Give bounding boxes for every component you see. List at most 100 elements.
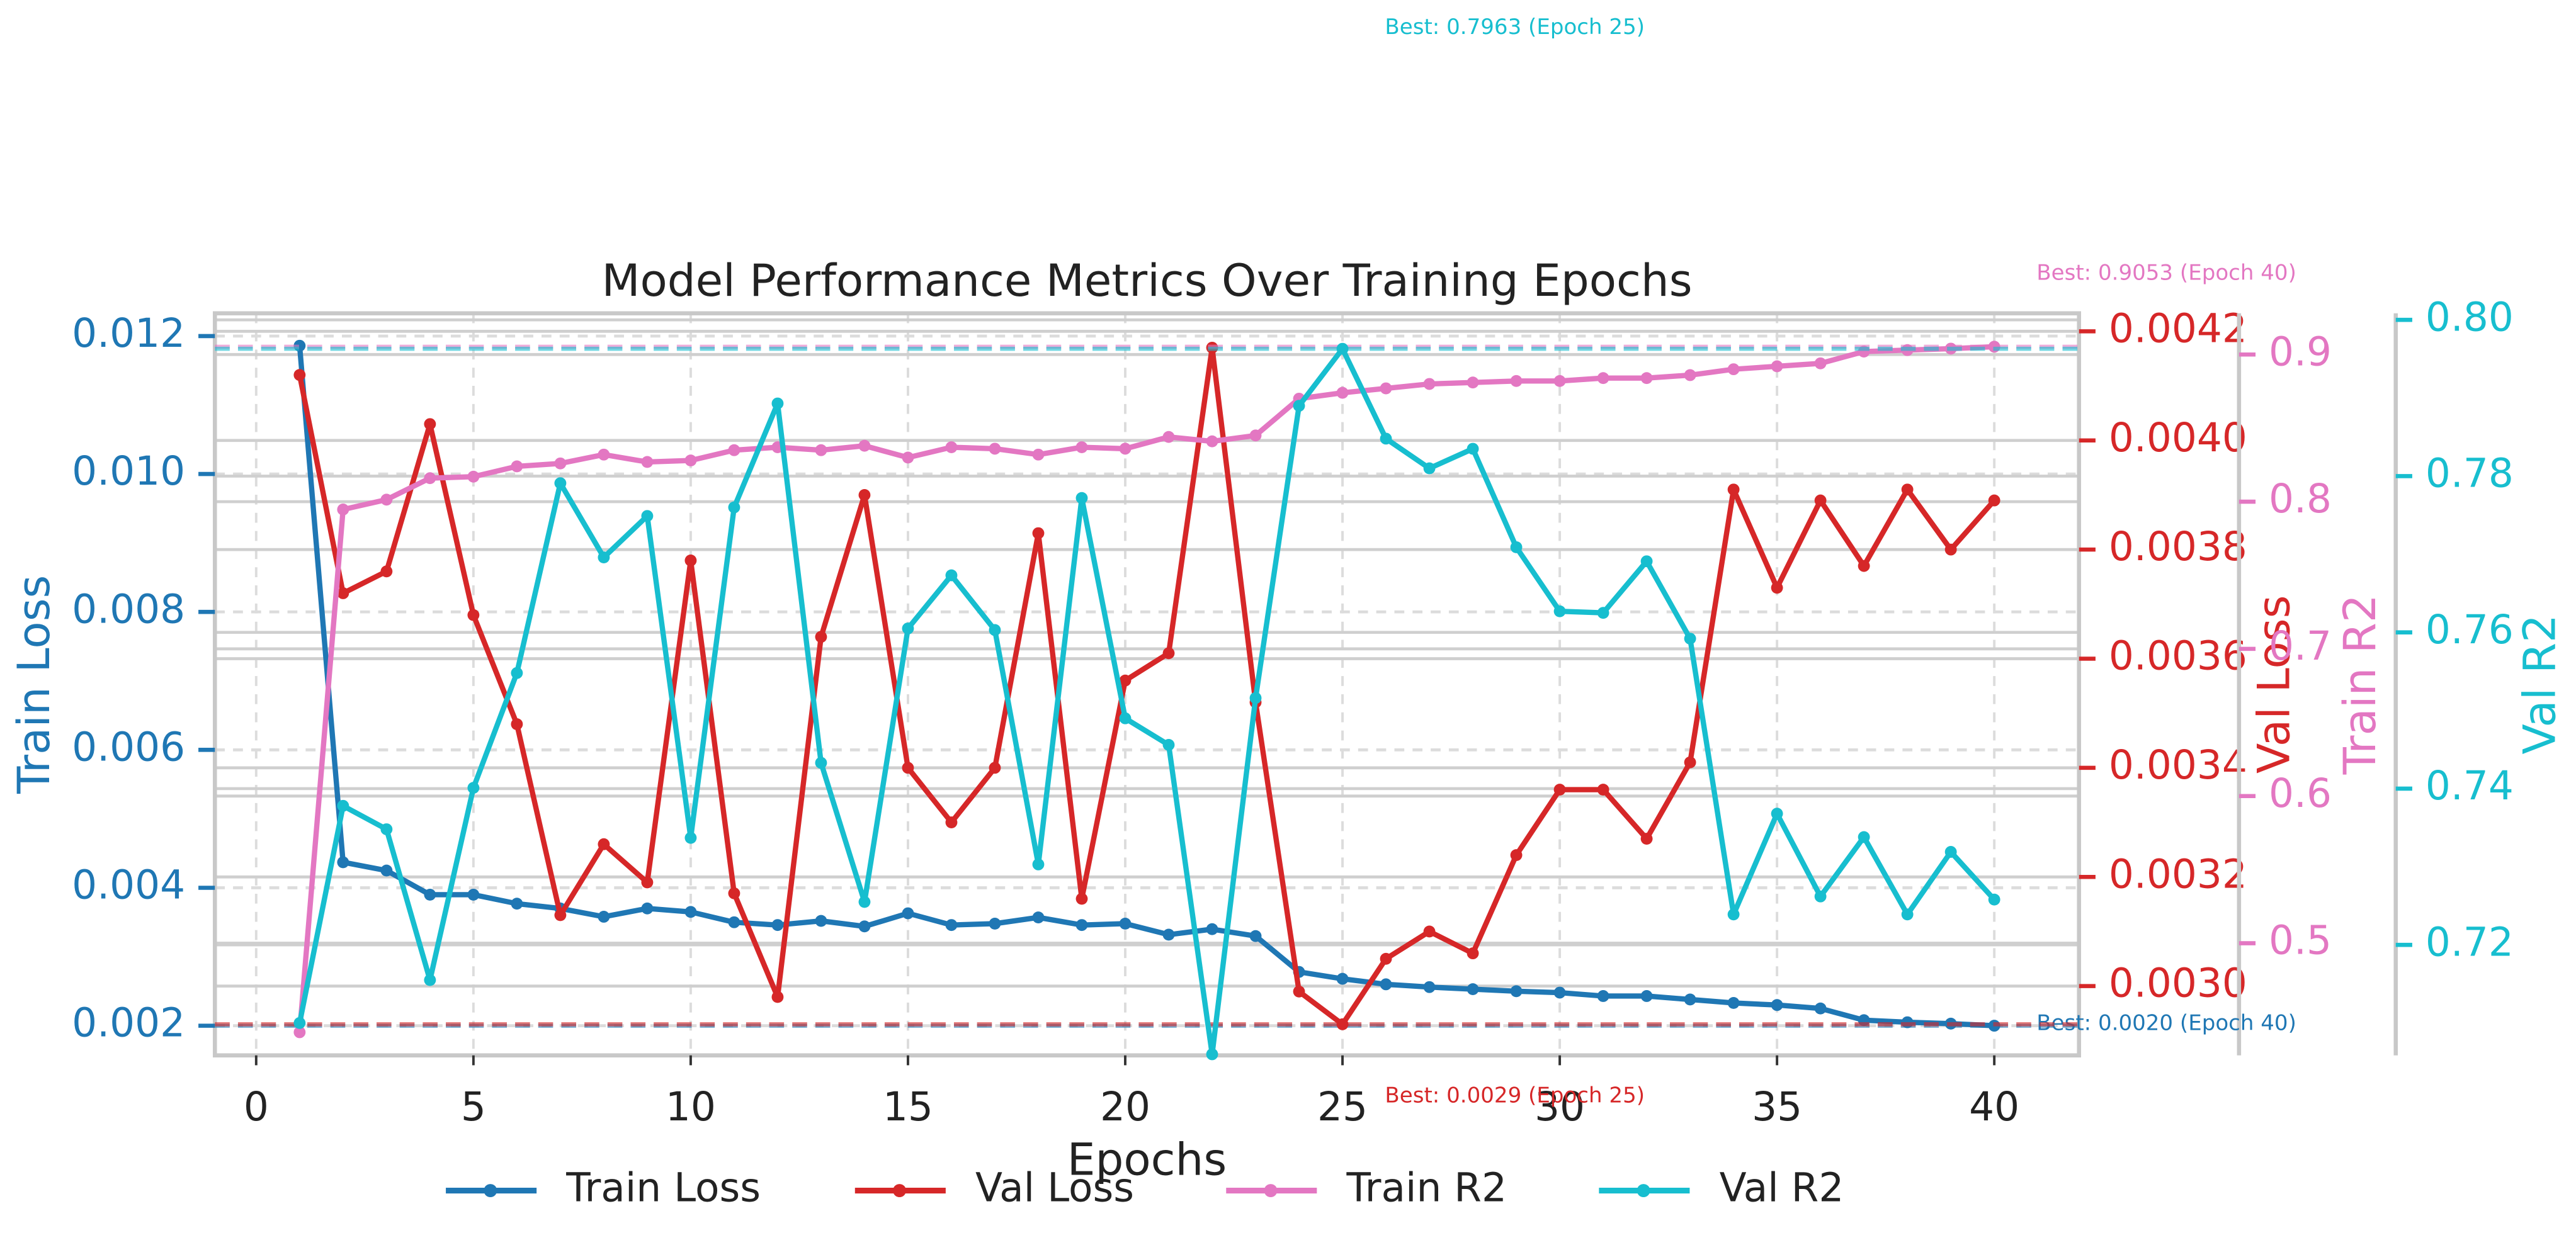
data-point <box>1075 919 1088 932</box>
data-point <box>728 916 740 928</box>
data-point <box>598 838 610 850</box>
data-point <box>1336 342 1349 355</box>
data-point <box>1336 972 1349 985</box>
data-point <box>858 489 871 501</box>
data-point <box>1032 448 1045 461</box>
data-point <box>902 762 914 774</box>
data-point <box>424 472 436 485</box>
y2-axis-label: Val Loss <box>2248 595 2300 774</box>
data-point <box>1467 376 1479 389</box>
data-point <box>1467 442 1479 455</box>
data-point <box>293 369 306 381</box>
best-annotation: Best: 0.0029 (Epoch 25) <box>1385 1083 1645 1108</box>
data-point <box>815 444 827 456</box>
x-tick-label: 15 <box>883 1084 933 1130</box>
data-point <box>1771 808 1783 820</box>
x-axis-label: Epochs <box>1067 1134 1227 1186</box>
data-point <box>511 460 523 473</box>
data-point <box>902 907 914 920</box>
y2-tick-label: 0.0038 <box>2109 524 2247 570</box>
data-point <box>1510 985 1523 998</box>
data-point <box>1075 893 1088 905</box>
legend-marker <box>1264 1184 1278 1198</box>
data-point <box>380 864 393 877</box>
data-point <box>771 397 784 410</box>
data-point <box>1988 494 2000 507</box>
data-point <box>1075 492 1088 504</box>
y4-tick-label: 0.74 <box>2426 763 2514 809</box>
data-point <box>771 991 784 1003</box>
data-point <box>380 565 393 578</box>
legend-marker <box>893 1184 907 1198</box>
y2-tick-label: 0.0030 <box>2109 961 2247 1006</box>
data-point <box>1380 432 1392 445</box>
data-point <box>1640 833 1653 845</box>
data-point <box>1206 1048 1218 1061</box>
data-point <box>815 915 827 927</box>
data-point <box>1901 483 1914 496</box>
x-tick-label: 30 <box>1535 1084 1585 1130</box>
y4-tick-label: 0.80 <box>2426 294 2514 340</box>
y3-tick-label: 0.6 <box>2269 770 2332 816</box>
data-point <box>641 510 654 522</box>
y3-tick-label: 0.7 <box>2269 623 2332 669</box>
data-point <box>380 493 393 506</box>
data-point <box>1336 386 1349 399</box>
series-line <box>297 344 1995 1033</box>
y3-tick-label: 0.9 <box>2269 329 2332 375</box>
x-tick-label: 10 <box>666 1084 716 1130</box>
data-point <box>337 504 349 515</box>
y3-tick-label: 0.5 <box>2269 918 2332 964</box>
series-line <box>297 345 1997 1027</box>
data-point <box>641 456 654 468</box>
data-point <box>1944 543 1957 556</box>
data-point <box>1814 494 1827 507</box>
legend-label: Val R2 <box>1720 1165 1844 1211</box>
data-point <box>1858 831 1870 843</box>
y2-tick-label: 0.0040 <box>2109 415 2247 461</box>
data-point <box>858 439 871 452</box>
data-point <box>1640 372 1653 385</box>
data-point <box>684 906 697 918</box>
data-point <box>293 1017 306 1029</box>
data-point <box>1771 999 1783 1011</box>
data-point <box>858 920 871 933</box>
y4-axis-label: Val R2 <box>2513 614 2565 754</box>
data-point <box>554 477 567 490</box>
data-point <box>554 909 567 921</box>
data-point <box>1380 382 1392 395</box>
data-point <box>1162 647 1175 660</box>
y3-axis-label: Train R2 <box>2334 594 2386 775</box>
data-point <box>989 624 1001 636</box>
data-point <box>337 856 349 869</box>
data-point <box>1988 893 2000 906</box>
data-point <box>1336 1018 1349 1030</box>
data-point <box>511 718 523 730</box>
data-point <box>1814 357 1827 369</box>
legend-marker <box>1637 1184 1650 1198</box>
data-point <box>728 887 740 899</box>
data-point <box>1032 858 1045 870</box>
data-point <box>1771 582 1783 594</box>
data-point <box>380 823 393 835</box>
best-annotation: Best: 0.9053 (Epoch 40) <box>2036 260 2296 285</box>
data-point <box>1553 986 1566 999</box>
data-point <box>945 816 958 828</box>
data-point <box>1944 846 1957 858</box>
plot-frame <box>213 311 2082 1057</box>
data-point <box>1901 908 1914 921</box>
data-point <box>641 876 654 889</box>
y3-tick-label: 0.8 <box>2269 476 2332 522</box>
data-point <box>1553 605 1566 617</box>
data-point <box>1597 990 1609 1002</box>
data-point <box>467 782 480 794</box>
data-point <box>945 569 958 582</box>
data-point <box>728 501 740 514</box>
data-point <box>1467 947 1479 960</box>
data-point <box>945 919 958 932</box>
data-point <box>467 609 480 621</box>
data-point <box>1814 890 1827 903</box>
data-point <box>1597 372 1609 385</box>
data-point <box>641 902 654 915</box>
chart-title: Model Performance Metrics Over Training … <box>601 254 1692 307</box>
